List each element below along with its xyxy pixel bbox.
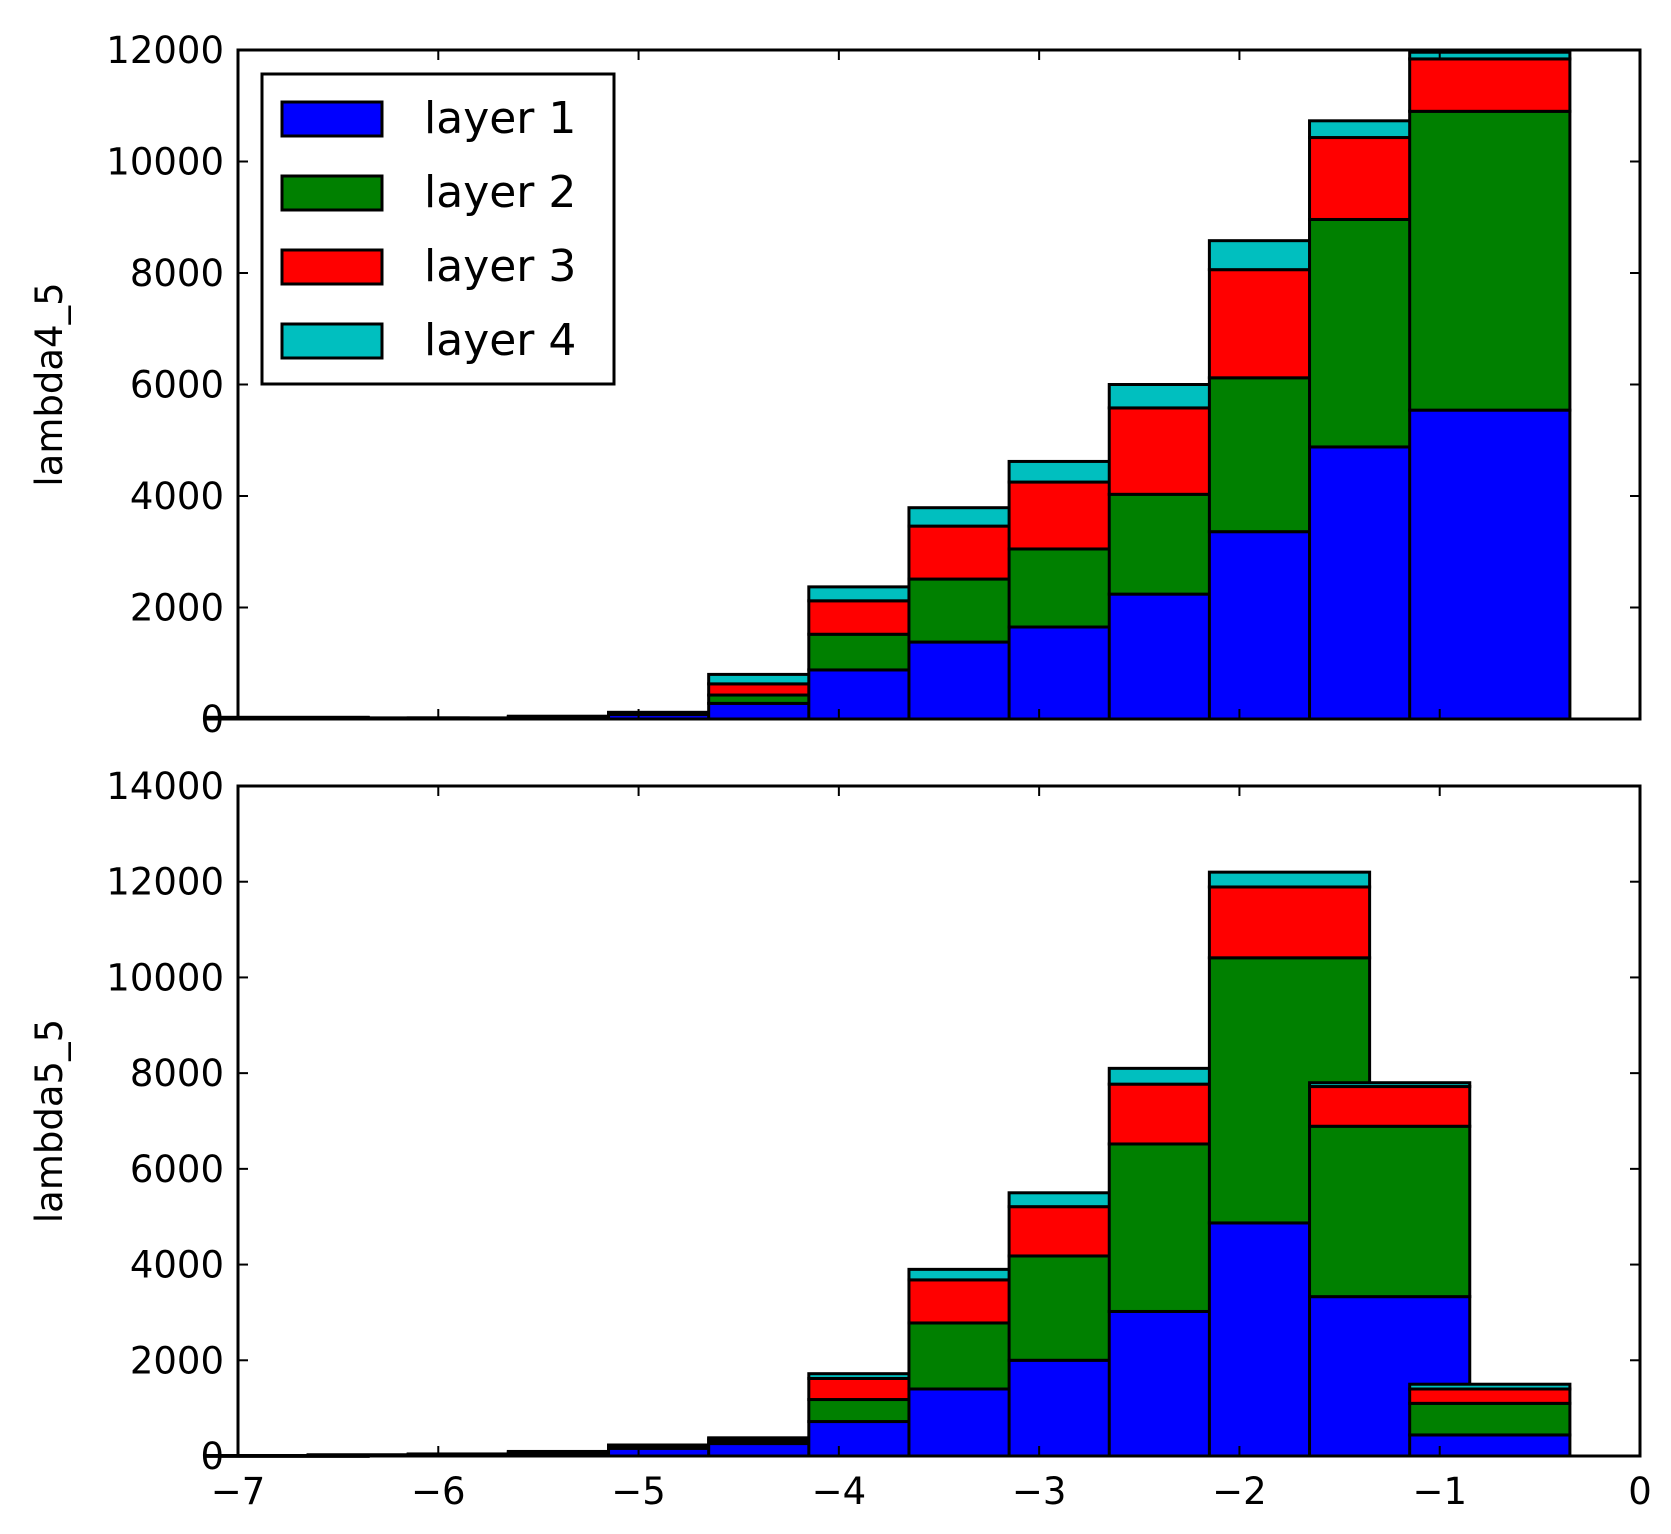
y-tick-label: 0: [200, 1435, 224, 1478]
y-tick-label: 8000: [130, 1052, 224, 1095]
y-tick-label: 6000: [130, 364, 224, 407]
legend-swatch-layer-4: [280, 322, 384, 360]
legend-label: layer 2: [424, 167, 576, 218]
x-tick-label: −1: [1412, 1470, 1467, 1513]
legend-label: layer 3: [424, 241, 576, 292]
bar-layer-2-12: [1408, 109, 1572, 412]
x-tick-label: 0: [1628, 1470, 1652, 1513]
bottom-panel: 0 2000 4000 6000 8000 10000 12000 14000 −7 −6 −5 −4…: [28, 765, 1652, 1513]
bar-layer-4-10: [1207, 870, 1372, 889]
y-tick-label: 2000: [130, 587, 224, 630]
legend-label: layer 4: [424, 315, 576, 366]
x-tick-label: −4: [812, 1470, 867, 1513]
legend-swatch-layer-2: [280, 174, 384, 212]
bar-layer-3-11: [1308, 1085, 1472, 1128]
bar-layer-3-12: [1408, 1387, 1572, 1405]
y-axis-label: lambda4_5: [28, 282, 71, 486]
y-tick-label: 0: [200, 698, 224, 741]
bar-layer-3-10: [1207, 885, 1372, 960]
y-tick-label: 4000: [130, 1244, 224, 1287]
x-tick-label: −2: [1212, 1470, 1267, 1513]
axes-frame: [236, 784, 1642, 1458]
y-tick-label: 6000: [130, 1148, 224, 1191]
y-tick-label: 2000: [130, 1339, 224, 1382]
legend-label: layer 1: [424, 93, 576, 144]
bar-layer-4-12: [1408, 1382, 1572, 1391]
x-tick-label: −3: [1012, 1470, 1067, 1513]
bar-layer-4-11: [1308, 1081, 1472, 1089]
top-panel: 0 2000 4000 6000 8000 10000 12000 lambda4_5 laye…: [28, 29, 1642, 741]
y-tick-label: 4000: [130, 475, 224, 518]
bar-layer-2-11: [1308, 1124, 1472, 1299]
x-tick-label: −6: [411, 1470, 466, 1513]
bar-layer-1-12: [1408, 1433, 1572, 1458]
bar-layer-3-12: [1408, 57, 1572, 113]
legend-swatch-layer-1: [280, 100, 384, 138]
x-tick-label: −7: [211, 1470, 266, 1513]
y-tick-label: 10000: [106, 956, 224, 999]
bar-layer-2-12: [1408, 1401, 1572, 1437]
legend: layer 1 layer 2 layer 3 layer 4: [260, 72, 616, 386]
bar-layer-1-12: [1408, 408, 1572, 721]
y-tick-label: 14000: [106, 765, 224, 808]
y-tick-label: 12000: [106, 29, 224, 72]
y-tick-label: 12000: [106, 861, 224, 904]
axes-frame: [236, 48, 1642, 721]
y-tick-label: 10000: [106, 141, 224, 184]
bar-layer-4-12: [1408, 50, 1572, 61]
y-tick-label: 8000: [130, 252, 224, 295]
legend-swatch-layer-3: [280, 248, 384, 286]
x-tick-label: −5: [611, 1470, 666, 1513]
y-axis-label: lambda5_5: [28, 1019, 71, 1223]
